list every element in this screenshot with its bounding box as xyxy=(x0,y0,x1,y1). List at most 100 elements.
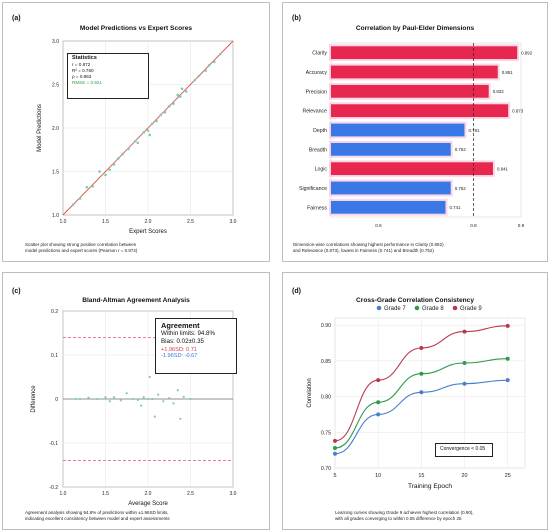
series-line-grade-7 xyxy=(334,379,508,455)
y-axis-label-a: Model Predictions xyxy=(37,104,43,152)
y-tick-label-a: 2.5 xyxy=(52,83,59,89)
series-point-grade-8 xyxy=(376,400,381,405)
data-point-a xyxy=(207,64,211,67)
panel-a-title: Model Predictions vs Expert Scores xyxy=(79,25,193,32)
data-point-a xyxy=(78,197,82,200)
series-point-grade-7 xyxy=(505,378,510,383)
data-point-a xyxy=(136,141,140,145)
x-tick-label-a: 1.5 xyxy=(102,219,109,225)
series-point-grade-8 xyxy=(462,361,467,365)
series-point-grade-7 xyxy=(333,451,337,456)
category-label-b: Fairness xyxy=(307,205,327,211)
data-point-a xyxy=(148,133,151,137)
panel-a-caption: Scatter plot showing strong positive cor… xyxy=(25,242,137,254)
x-tick-label-b: 0.9 xyxy=(518,223,525,228)
data-point-a xyxy=(98,170,101,173)
data-point-c xyxy=(172,402,175,405)
caption-a-line1: Scatter plot showing strong positive cor… xyxy=(25,242,137,247)
data-point-a xyxy=(179,95,182,98)
data-point-c xyxy=(119,399,122,402)
series-point-grade-9 xyxy=(333,438,337,443)
data-point-a xyxy=(116,157,120,160)
plot-area-d xyxy=(334,317,526,469)
stat-rho: ρ = 0.853 xyxy=(72,74,92,80)
data-point-c xyxy=(142,396,145,399)
data-point-a xyxy=(197,74,201,78)
data-point-c xyxy=(176,389,179,392)
data-point-a xyxy=(184,90,188,93)
x-tick-label-d: 10 xyxy=(375,473,381,479)
bar-logic xyxy=(331,162,493,176)
legend-marker xyxy=(414,305,420,311)
bar-precision xyxy=(331,84,489,98)
value-label-b: 0.741 xyxy=(449,205,461,210)
y-tick-label-c: 0.2 xyxy=(51,309,58,315)
legend-marker xyxy=(376,305,382,311)
data-point-c xyxy=(78,397,82,401)
bar-relevance xyxy=(331,104,509,118)
series-line-grade-8 xyxy=(334,358,508,449)
y-tick-label-c: -0.1 xyxy=(49,441,58,447)
value-label-b: 0.752 xyxy=(455,186,467,191)
y-tick-label-d: 0.85 xyxy=(321,359,331,365)
value-label-b: 0.781 xyxy=(468,128,480,133)
y-tick-label-a: 3.0 xyxy=(52,39,59,45)
data-point-a xyxy=(108,168,112,172)
agreement-within: Within limits: 94.8% xyxy=(161,330,215,337)
data-point-a xyxy=(172,102,175,105)
bland-altman-chart-c: 1.0 1.5 2.0 2.5 3.0 0.2 0.1 0 -0.1 -0.2 Average Sc… xyxy=(31,309,237,507)
data-point-a xyxy=(121,152,124,156)
panel-c-title: Bland-Altman Agreement Analysis xyxy=(82,297,190,304)
series-point-grade-9 xyxy=(419,346,424,350)
data-point-a xyxy=(163,111,167,114)
data-point-a xyxy=(218,52,222,56)
caption-d-line2: with all grades converging to within 0.0… xyxy=(335,516,462,522)
data-point-c xyxy=(168,397,171,400)
legend-label: Grade 9 xyxy=(460,306,482,312)
category-label-b: Logic xyxy=(315,167,328,173)
bar-accuracy xyxy=(331,65,498,79)
legend-label: Grade 7 xyxy=(384,306,406,312)
convergence-text: Convergence < 0.05 xyxy=(440,446,486,452)
y-tick-label-a: 1.0 xyxy=(52,213,59,219)
data-point-c xyxy=(148,375,151,379)
data-point-c xyxy=(125,392,128,395)
data-point-c xyxy=(162,400,165,403)
value-label-b: 0.832 xyxy=(493,89,505,94)
panel-a: (a) Model Predictions vs Expert Scores 1… xyxy=(2,2,270,262)
panel-d-title: Cross-Grade Correlation Consistency xyxy=(356,297,474,304)
category-label-b: Precision xyxy=(306,89,327,95)
x-tick-label-d: 25 xyxy=(505,473,511,479)
value-label-b: 0.851 xyxy=(502,70,514,75)
series-point-grade-7 xyxy=(419,390,424,395)
data-point-a xyxy=(127,147,130,151)
series-line-grade-9 xyxy=(334,325,508,442)
panel-b: (b) Correlation by Paul-Elder Dimensions… xyxy=(282,2,548,262)
data-point-a xyxy=(155,119,158,123)
category-label-b: Accuracy xyxy=(306,70,328,76)
y-tick-label-c: 0 xyxy=(55,397,58,403)
x-tick-label-b: 0.6 xyxy=(375,223,382,228)
data-point-a xyxy=(180,87,184,91)
data-point-a xyxy=(150,122,154,125)
data-point-c xyxy=(108,400,111,403)
value-label-b: 0.752 xyxy=(455,147,467,152)
category-label-b: Breadth xyxy=(309,147,327,153)
x-tick-label-d: 5 xyxy=(334,473,337,479)
series-point-grade-9 xyxy=(376,378,381,383)
data-point-a xyxy=(204,69,208,72)
data-point-c xyxy=(151,397,154,401)
x-tick-label-a: 1.0 xyxy=(60,219,67,225)
legend-label: Grade 8 xyxy=(422,306,444,312)
data-point-a xyxy=(112,163,116,166)
agreement-heading: Agreement xyxy=(161,321,200,330)
panel-b-label: (b) xyxy=(292,15,301,22)
caption-b-line2: and Relevance (0.873), lowest in Fairnes… xyxy=(293,248,434,254)
data-point-c xyxy=(104,396,107,399)
data-point-a xyxy=(71,203,75,206)
series-point-grade-7 xyxy=(376,412,381,417)
y-tick-label-a: 2.0 xyxy=(52,126,59,132)
panel-c: (c) Bland-Altman Agreement Analysis 1.0 1… xyxy=(2,272,270,530)
panel-c-caption: Agreement analysis showing 94.8% of pred… xyxy=(25,510,170,522)
category-label-b: Significance xyxy=(299,186,327,192)
